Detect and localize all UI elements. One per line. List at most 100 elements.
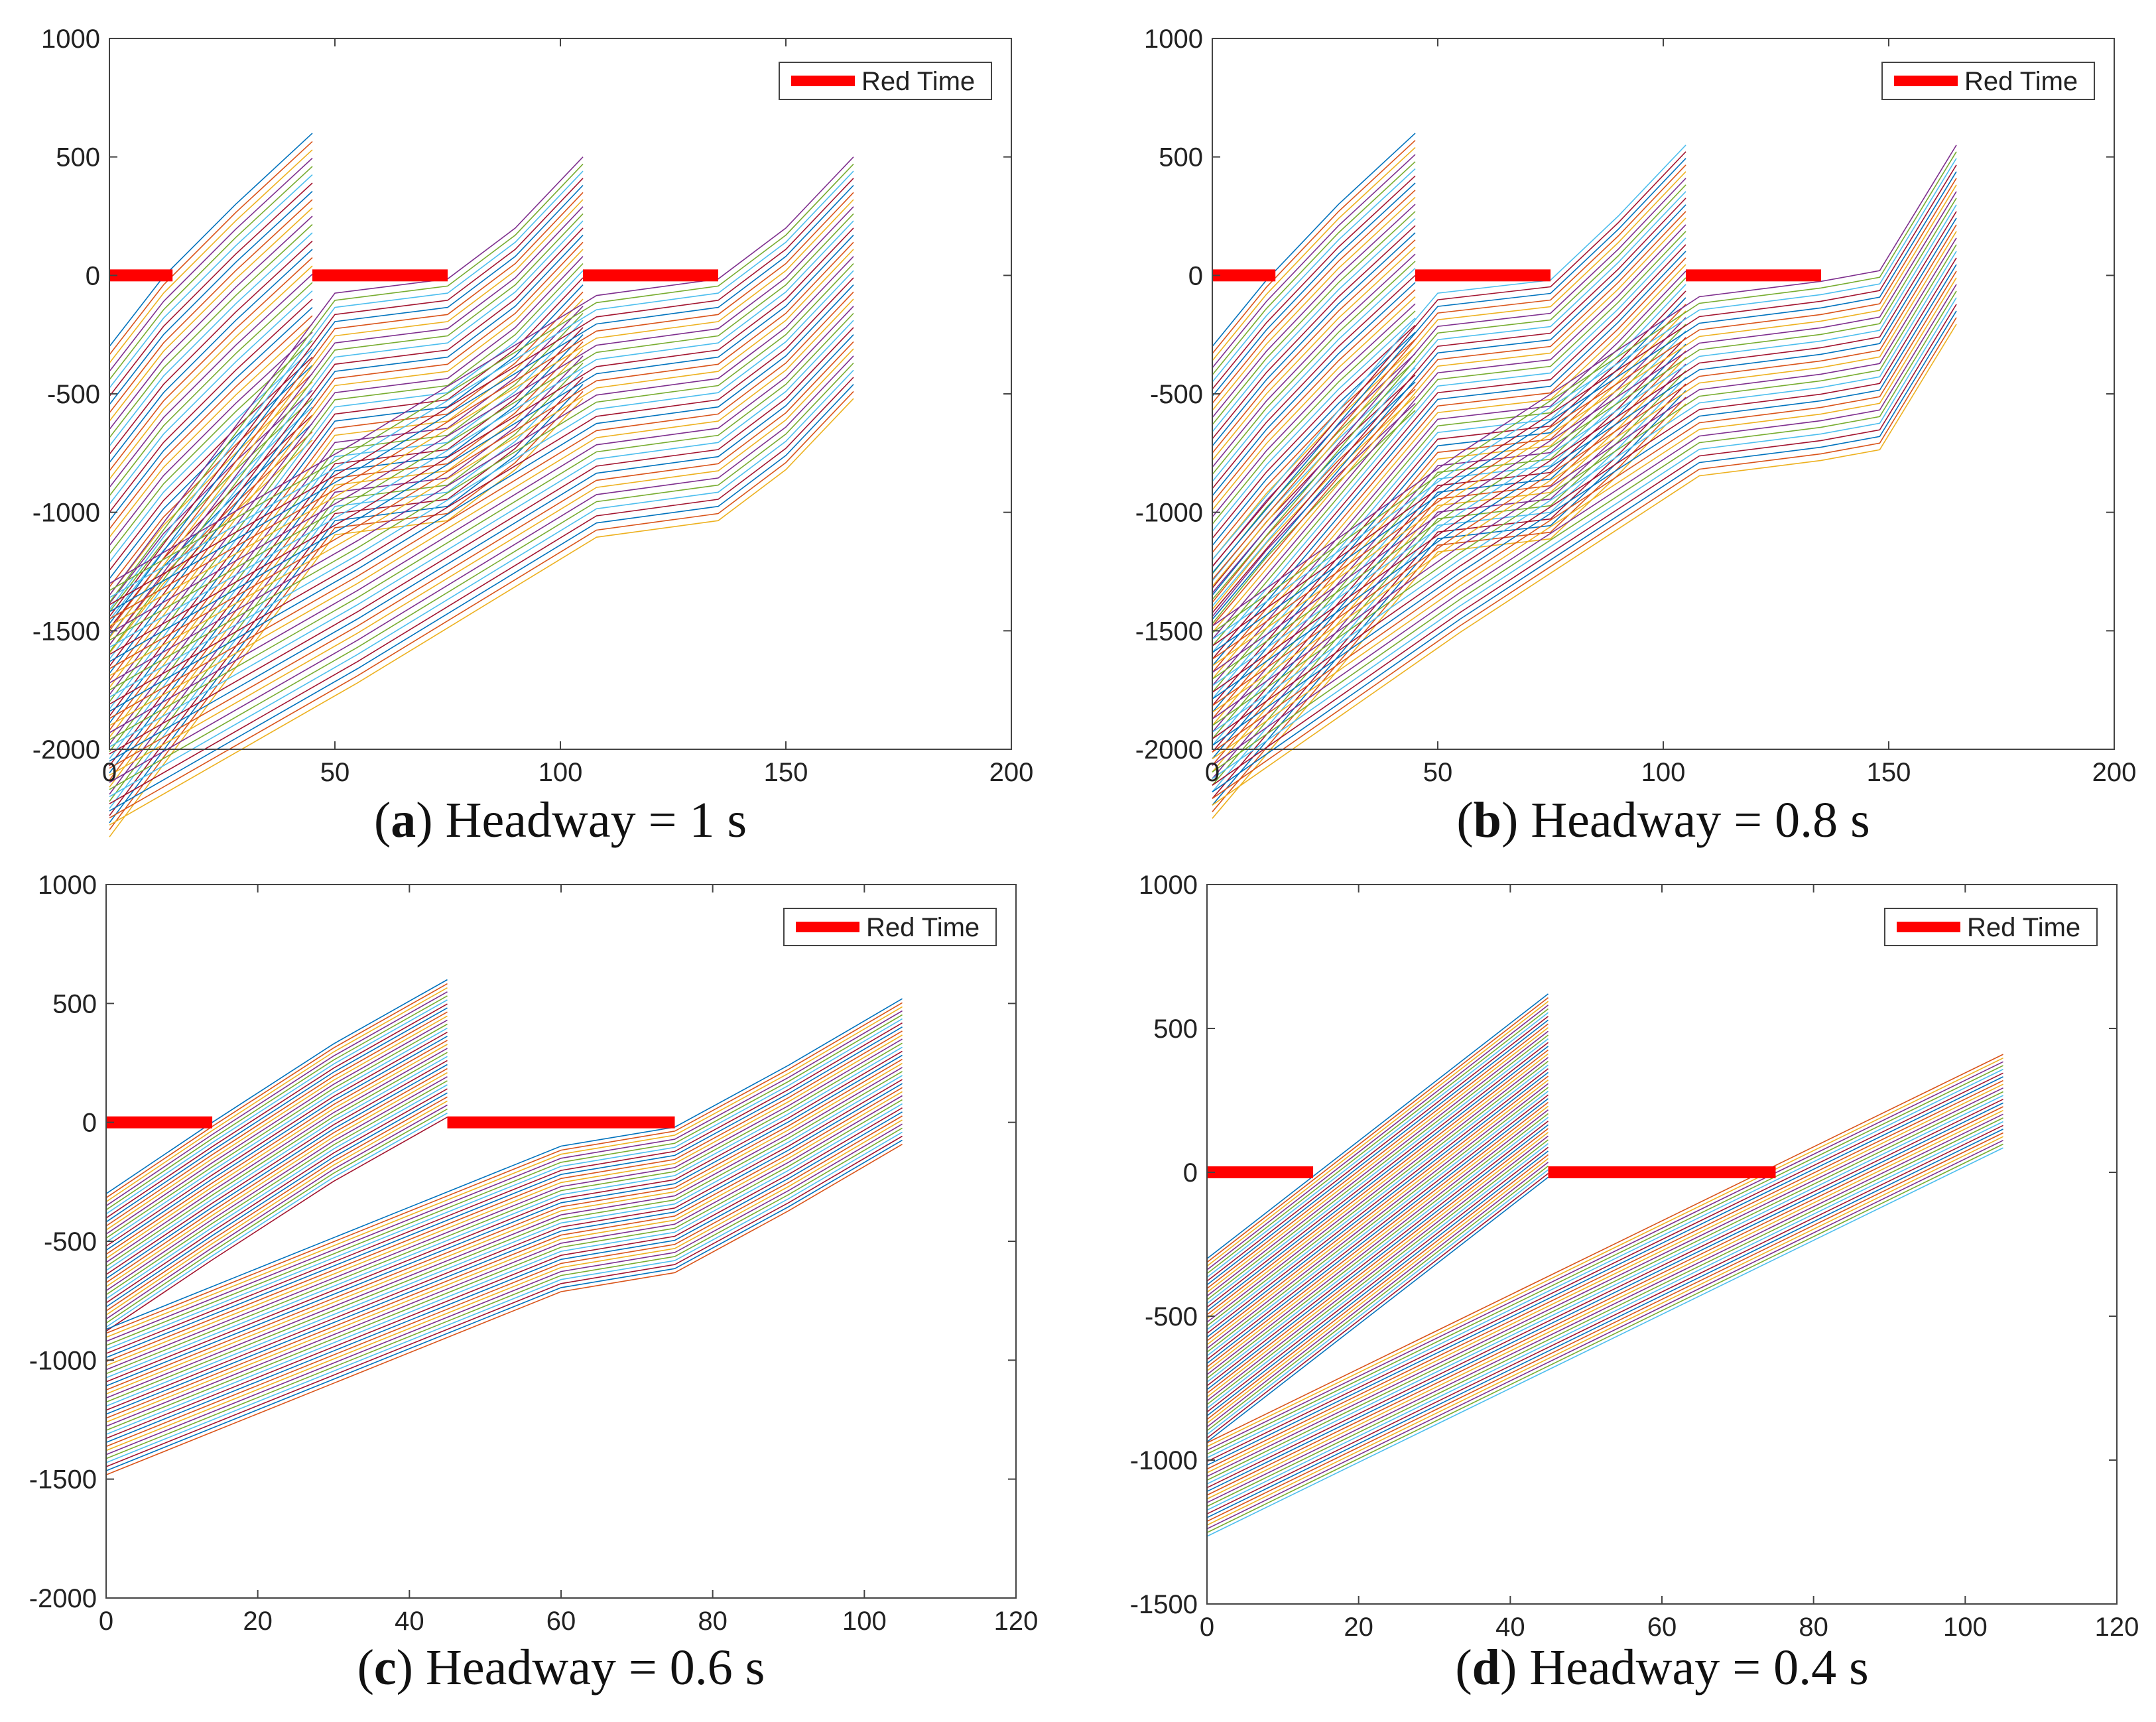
trajectory-line (1206, 1068, 1549, 1334)
panel-caption: (d) Headway = 0.4 s (1455, 1640, 1868, 1695)
trajectory-line (1206, 1099, 2003, 1489)
trajectory-line (1212, 324, 1957, 806)
trajectory-line (1206, 1154, 1549, 1420)
trajectory-line (105, 1067, 903, 1399)
trajectory-line (1206, 1019, 1549, 1286)
y-tick-label: 0 (82, 1109, 97, 1138)
trajectory-line (1206, 1087, 2003, 1477)
trajectory-line (109, 184, 584, 625)
trajectory-line (109, 199, 313, 414)
trajectory-line (105, 1036, 448, 1251)
trajectory-line (105, 1135, 903, 1467)
trajectory-line (1206, 1023, 1549, 1289)
trajectory-line (109, 249, 854, 676)
trajectory-line (109, 384, 854, 812)
x-tick-label: 0 (99, 1607, 113, 1636)
y-tick-label: -1500 (1135, 617, 1203, 646)
trajectory-line (109, 362, 584, 802)
trajectory-line (109, 256, 854, 684)
red-time-bar (1207, 1166, 1314, 1178)
trajectory-line (109, 348, 313, 563)
trajectory-line (1206, 1129, 2003, 1518)
trajectory-lines (1212, 133, 1957, 819)
trajectory-line (1212, 224, 1957, 706)
trajectory-line (105, 1040, 448, 1255)
y-tick-label: 500 (1159, 143, 1203, 172)
trajectory-line (105, 1092, 448, 1308)
trajectory-line (105, 1113, 448, 1328)
trajectory-line (109, 133, 313, 347)
trajectory-line (1206, 1176, 1549, 1443)
legend-label: Red Time (866, 913, 980, 942)
y-tick-label: -1000 (1130, 1446, 1198, 1475)
y-tick-label: -2000 (1135, 735, 1203, 765)
x-tick-label: 150 (764, 758, 808, 787)
y-tick-label: 0 (1188, 261, 1203, 290)
trajectory-line (105, 1042, 903, 1375)
plot-area (1207, 885, 2117, 1604)
x-tick-label: 40 (1495, 1613, 1525, 1642)
trajectory-line (1212, 218, 1416, 432)
trajectory-line (105, 1100, 448, 1316)
trajectory-line (109, 348, 584, 788)
y-tick-label: 1000 (1144, 25, 1203, 54)
trajectory-line (1212, 317, 1957, 799)
trajectory-line (109, 355, 584, 795)
trajectory-line (105, 1084, 448, 1300)
trajectory-line (1206, 1079, 2003, 1470)
trajectory-line (1206, 1121, 1549, 1386)
trajectory-line (1212, 198, 1957, 680)
trajectory-line (105, 1014, 903, 1346)
trajectory-line (109, 357, 313, 571)
trajectory-line (109, 284, 584, 724)
trajectory-line (105, 1144, 903, 1475)
trajectory-line (1212, 257, 1957, 739)
trajectory-line (1206, 1057, 1549, 1323)
y-tick-label: 500 (1153, 1015, 1198, 1044)
trajectory-line (105, 1087, 903, 1419)
trajectory-line (109, 362, 854, 790)
trajectory-line (105, 1010, 903, 1342)
trajectory-lines (109, 133, 854, 837)
trajectory-line (109, 184, 854, 613)
trajectory-line (109, 199, 584, 639)
trajectory-line (1212, 158, 1957, 640)
trajectory-line (1212, 158, 1686, 574)
trajectory-line (109, 232, 313, 447)
trajectory-line (1206, 1101, 1549, 1368)
trajectory-line (1212, 161, 1416, 375)
trajectory-line (109, 227, 584, 667)
trajectory-line (1212, 244, 1957, 726)
trajectory-line (1206, 1054, 2003, 1444)
x-tick-label: 100 (1943, 1613, 1988, 1642)
trajectory-line (1206, 1117, 2003, 1507)
trajectory-line (109, 277, 584, 717)
trajectory-line (109, 213, 584, 652)
legend-label: Red Time (1964, 67, 2078, 96)
trajectory-line (1206, 1139, 1549, 1405)
trajectory-line (1212, 151, 1686, 567)
trajectory-line (1206, 1094, 1549, 1361)
trajectory-line (1206, 1135, 1549, 1402)
plot-area (106, 885, 1016, 1598)
trajectory-line (105, 1079, 903, 1411)
trajectory-line (1206, 1016, 1549, 1282)
trajectory-line (1212, 164, 1686, 580)
trajectory-line (109, 270, 584, 709)
y-tick-label: -500 (1150, 380, 1203, 409)
trajectory-line (109, 327, 584, 767)
x-tick-label: 120 (2095, 1613, 2139, 1642)
trajectory-line (1206, 1146, 1549, 1413)
trajectory-line (109, 170, 584, 610)
caption-letter: a (391, 792, 416, 848)
trajectory-line (109, 320, 854, 748)
trajectory-line (105, 1139, 903, 1471)
trajectory-line (1212, 310, 1957, 792)
trajectory-line (1206, 1165, 1549, 1432)
trajectory-line (109, 270, 854, 698)
trajectory-line (109, 170, 854, 598)
trajectory-line (1212, 339, 1416, 553)
trajectory-line (109, 315, 313, 530)
trajectory-line (105, 1111, 903, 1444)
trajectory-line (109, 257, 313, 471)
